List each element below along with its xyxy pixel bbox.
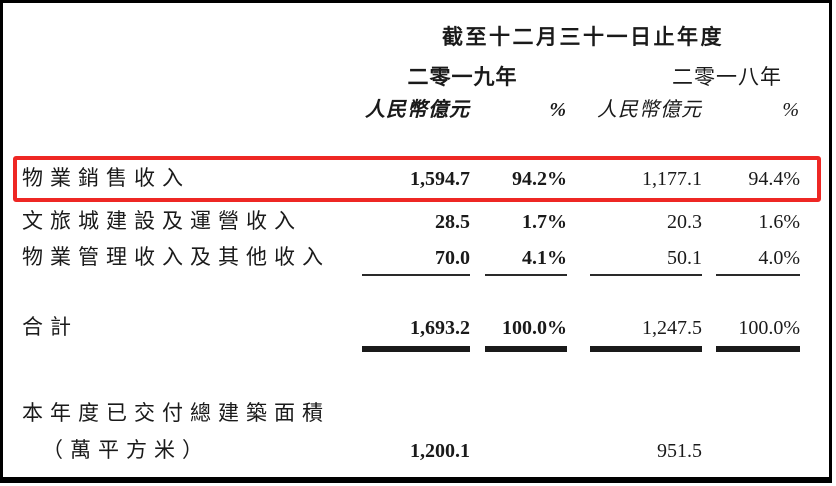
pct-2019-cell: 1.7% xyxy=(470,209,567,235)
amount-2018-cell: 50.1 xyxy=(567,245,702,276)
year-2018-header: 二零一八年 xyxy=(672,65,782,89)
year-2019-header: 二零一九年 xyxy=(407,65,518,89)
total-amount-2018: 1,247.5 xyxy=(590,315,702,352)
amount-2019-cell: 1,693.2 xyxy=(358,315,470,352)
pct-2018-value: 4.0% xyxy=(716,245,800,276)
gfa-label-line1: 本年度已交付總建築面積 xyxy=(22,401,330,425)
amount-2018-value: 50.1 xyxy=(590,245,702,276)
gfa-amount-2019-cell: 1,200.1 xyxy=(358,438,470,464)
pct-2018-value: 94.4% xyxy=(748,168,800,190)
amount-2018-value: 1,177.1 xyxy=(642,168,702,190)
col-header-rmb-2018: 人民幣億元 xyxy=(597,99,702,121)
pct-2018-cell: 100.0% xyxy=(702,315,800,352)
table-row-property-sales: 物業銷售收入 1,594.7 94.2% 1,177.1 94.4% xyxy=(3,165,800,192)
pct-2019-value: 1.7% xyxy=(522,211,567,233)
period-header: 截至十二月三十一日止年度 xyxy=(442,25,724,49)
gfa-label-line2: （萬平方米） xyxy=(42,438,210,462)
amount-2019-value: 70.0 xyxy=(362,245,470,276)
table-row-property-management: 物業管理收入及其他收入 70.0 4.1% 50.1 4.0% xyxy=(3,244,800,276)
pct-2019-cell: 100.0% xyxy=(470,315,567,352)
pct-2018-cell: 1.6% xyxy=(702,209,800,235)
pct-2019-cell: 4.1% xyxy=(470,245,567,276)
total-pct-2018: 100.0% xyxy=(716,315,800,352)
gfa-amount-2019: 1,200.1 xyxy=(410,440,470,462)
gfa-label-row: 本年度已交付總建築面積 xyxy=(3,400,800,426)
row-label: 物業管理收入及其他收入 xyxy=(22,245,330,269)
amount-2019-cell: 28.5 xyxy=(358,209,470,235)
amount-2019-value: 28.5 xyxy=(435,211,470,233)
total-amount-2019: 1,693.2 xyxy=(362,315,470,352)
total-label: 合計 xyxy=(22,315,78,339)
amount-2019-value: 1,594.7 xyxy=(410,168,470,190)
pct-2018-cell: 94.4% xyxy=(702,166,800,192)
amount-2018-cell: 1,177.1 xyxy=(567,166,702,192)
gfa-values-row: （萬平方米） 1,200.1 951.5 xyxy=(3,437,800,464)
total-pct-2019: 100.0% xyxy=(485,315,567,352)
col-header-pct-2019: % xyxy=(549,99,567,121)
table-row-total: 合計 1,693.2 100.0% 1,247.5 100.0% xyxy=(3,314,800,352)
table-row-culture-tourism: 文旅城建設及運營收入 28.5 1.7% 20.3 1.6% xyxy=(3,208,800,235)
amount-2018-value: 20.3 xyxy=(667,211,702,233)
gfa-amount-2018: 951.5 xyxy=(657,440,702,462)
col-header-pct-2018: % xyxy=(782,99,800,121)
row-label: 物業銷售收入 xyxy=(22,166,190,190)
pct-2019-cell: 94.2% xyxy=(470,166,567,192)
gfa-amount-2018-cell: 951.5 xyxy=(567,438,702,464)
pct-2018-value: 1.6% xyxy=(758,211,800,233)
amount-2018-cell: 20.3 xyxy=(567,209,702,235)
amount-2018-cell: 1,247.5 xyxy=(567,315,702,352)
amount-2019-cell: 70.0 xyxy=(358,245,470,276)
amount-2019-cell: 1,594.7 xyxy=(358,166,470,192)
row-label: 文旅城建設及運營收入 xyxy=(22,209,302,233)
pct-2018-cell: 4.0% xyxy=(702,245,800,276)
column-headers-row: 人民幣億元 % 人民幣億元 % xyxy=(3,97,800,123)
pct-2019-value: 4.1% xyxy=(485,245,567,276)
pct-2019-value: 94.2% xyxy=(512,168,567,190)
col-header-rmb-2019: 人民幣億元 xyxy=(365,99,470,121)
